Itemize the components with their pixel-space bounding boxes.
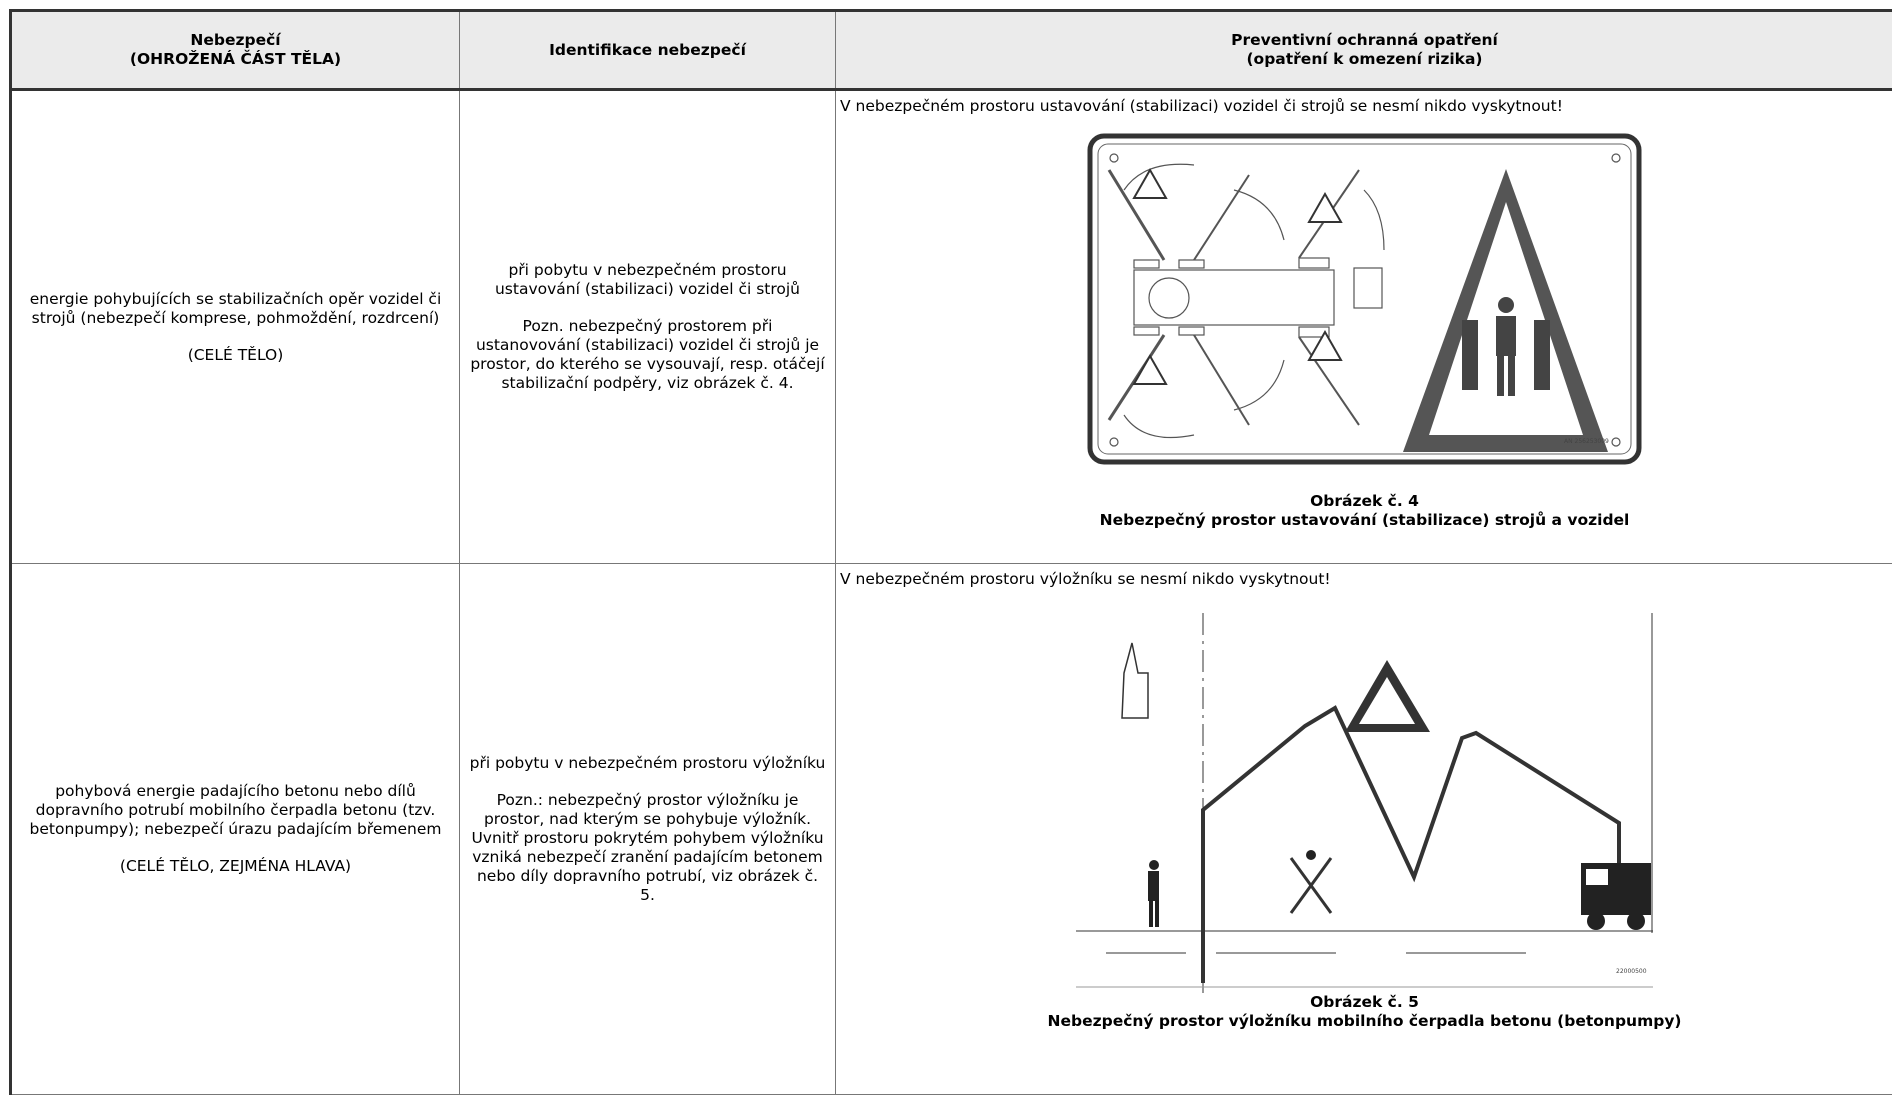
row: pohybová energie padajícího betonu nebo … bbox=[11, 564, 1892, 1095]
header-text: Nebezpečí bbox=[20, 31, 451, 50]
hazard-text: (CELÉ TĚLO) bbox=[20, 346, 451, 365]
identification-text: Pozn. nebezpečný prostorem při ustanovov… bbox=[468, 317, 827, 393]
header-text: (OHROŽENÁ ČÁST TĚLA) bbox=[20, 50, 451, 69]
figure-caption: Nebezpečný prostor výložníku mobilního č… bbox=[840, 1012, 1889, 1031]
hazard-cell: pohybová energie padajícího betonu nebo … bbox=[11, 564, 460, 1095]
measure-text: V nebezpečném prostoru ustavování (stabi… bbox=[840, 97, 1889, 116]
figure-code: 22000500 bbox=[1616, 968, 1647, 975]
header-text: Preventivní ochranná opatření bbox=[844, 31, 1885, 50]
header-cell: Preventivní ochranná opatření(opatření k… bbox=[836, 11, 1892, 90]
figure-image: 22000500 bbox=[1076, 603, 1653, 993]
measure-cell: V nebezpečném prostoru ustavování (stabi… bbox=[836, 90, 1892, 564]
risk-table: Nebezpečí(OHROŽENÁ ČÁST TĚLA) Identifika… bbox=[9, 9, 1892, 1095]
header-text: (opatření k omezení rizika) bbox=[844, 50, 1885, 69]
measure-text: V nebezpečném prostoru výložníku se nesm… bbox=[840, 570, 1889, 589]
identification-text: při pobytu v nebezpečném prostoru výložn… bbox=[468, 754, 827, 773]
identification-text: při pobytu v nebezpečném prostoru ustavo… bbox=[468, 261, 827, 299]
hazard-text: (CELÉ TĚLO, ZEJMÉNA HLAVA) bbox=[20, 857, 451, 876]
identification-cell: při pobytu v nebezpečném prostoru ustavo… bbox=[460, 90, 836, 564]
header-row: Nebezpečí(OHROŽENÁ ČÁST TĚLA) Identifika… bbox=[11, 11, 1892, 90]
figure-caption: Nebezpečný prostor ustavování (stabiliza… bbox=[840, 511, 1889, 530]
figure-code: AN 256253009 bbox=[1564, 438, 1609, 445]
header-cell: Identifikace nebezpečí bbox=[460, 11, 836, 90]
measure-cell: V nebezpečném prostoru výložníku se nesm… bbox=[836, 564, 1892, 1095]
figure-image: AN 256253009 bbox=[1084, 130, 1645, 468]
identification-cell: při pobytu v nebezpečném prostoru výložn… bbox=[460, 564, 836, 1095]
figure-caption: Obrázek č. 5 bbox=[840, 993, 1889, 1012]
hazard-text: energie pohybujících se stabilizačních o… bbox=[20, 290, 451, 328]
row: energie pohybujících se stabilizačních o… bbox=[11, 90, 1892, 564]
header-cell: Nebezpečí(OHROŽENÁ ČÁST TĚLA) bbox=[11, 11, 460, 90]
hazard-cell: energie pohybujících se stabilizačních o… bbox=[11, 90, 460, 564]
header-text: Identifikace nebezpečí bbox=[468, 41, 827, 60]
identification-text: Pozn.: nebezpečný prostor výložníku je p… bbox=[468, 791, 827, 905]
hazard-text: pohybová energie padajícího betonu nebo … bbox=[20, 782, 451, 839]
figure-caption: Obrázek č. 4 bbox=[840, 492, 1889, 511]
